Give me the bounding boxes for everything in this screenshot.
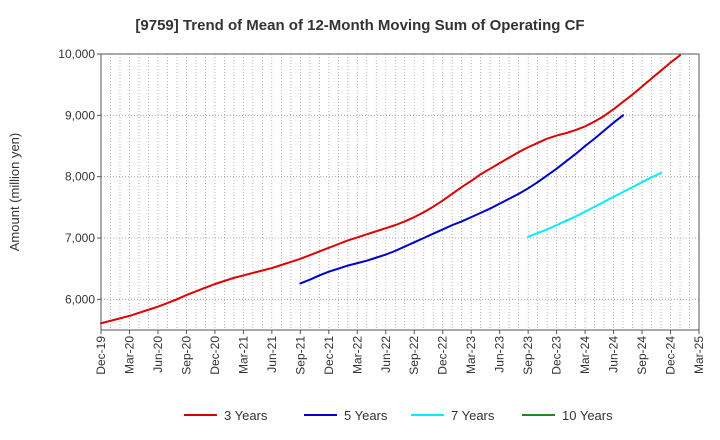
x-tick-label: Sep-21 bbox=[293, 336, 307, 375]
y-axis-label: Amount (million yen) bbox=[7, 133, 22, 252]
x-tick-label: Mar-23 bbox=[464, 336, 478, 374]
y-tick-label: 9,000 bbox=[65, 108, 95, 122]
x-tick-label: Jun-24 bbox=[607, 336, 621, 373]
series-line-3-years bbox=[100, 54, 682, 325]
x-tick-label: Sep-20 bbox=[179, 336, 193, 375]
chart-title: [9759] Trend of Mean of 12-Month Moving … bbox=[135, 17, 584, 34]
x-tick-label: Sep-24 bbox=[635, 336, 649, 375]
plot-frame bbox=[100, 53, 700, 331]
y-tick-label: 6,000 bbox=[65, 292, 95, 306]
x-tick-label: Sep-23 bbox=[521, 336, 535, 375]
x-tick-label: Jun-21 bbox=[265, 336, 279, 373]
x-tick-label: Mar-24 bbox=[578, 336, 592, 374]
y-tick-label: 10,000 bbox=[58, 47, 95, 61]
series-line-5-years bbox=[299, 114, 625, 285]
legend-label-3-years: 3 Years bbox=[224, 408, 268, 423]
x-tick-label: Mar-25 bbox=[692, 336, 706, 374]
grid-lines bbox=[101, 53, 699, 330]
x-tick-label: Dec-20 bbox=[208, 336, 222, 375]
x-tick-label: Mar-20 bbox=[122, 336, 136, 374]
y-tick-label: 8,000 bbox=[65, 170, 95, 184]
x-tick-label: Jun-23 bbox=[493, 336, 507, 373]
plot-area bbox=[100, 53, 700, 331]
x-tick-label: Jun-20 bbox=[151, 336, 165, 373]
series-line-7-years bbox=[527, 171, 663, 238]
legend: 3 Years 5 Years 7 Years 10 Years bbox=[184, 408, 613, 423]
legend-label-7-years: 7 Years bbox=[451, 408, 495, 423]
x-tick-label: Dec-21 bbox=[322, 336, 336, 375]
legend-label-5-years: 5 Years bbox=[344, 408, 388, 423]
x-tick-label: Dec-22 bbox=[436, 336, 450, 375]
x-tick-label: Mar-21 bbox=[236, 336, 250, 374]
x-tick-label: Mar-22 bbox=[350, 336, 364, 374]
axis-ticks: 6,000 7,000 8,000 9,000 10,000 Dec-19 Mar-20 Ju… bbox=[58, 47, 706, 375]
legend-label-10-years: 10 Years bbox=[562, 408, 613, 423]
y-tick-label: 7,000 bbox=[65, 231, 95, 245]
x-tick-label: Dec-24 bbox=[664, 336, 678, 375]
x-tick-label: Jun-22 bbox=[379, 336, 393, 373]
series-lines bbox=[100, 54, 682, 325]
x-tick-label: Dec-23 bbox=[550, 336, 564, 375]
x-tick-label: Dec-19 bbox=[94, 336, 108, 375]
x-tick-label: Sep-22 bbox=[407, 336, 421, 375]
